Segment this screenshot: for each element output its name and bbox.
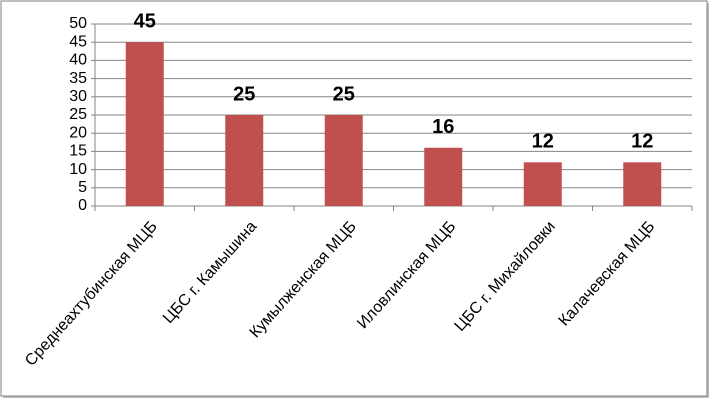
- data-label: 16: [432, 116, 454, 138]
- data-label: 25: [333, 83, 355, 105]
- y-tick-label: 10: [69, 161, 87, 178]
- y-tick-label: 0: [78, 197, 87, 214]
- data-label: 25: [233, 83, 255, 105]
- y-tick-label: 50: [69, 15, 87, 32]
- bar: [324, 115, 363, 206]
- y-tick-label: 30: [69, 88, 87, 105]
- y-tick-label: 20: [69, 124, 87, 141]
- bar: [424, 147, 463, 206]
- data-label: 12: [532, 131, 554, 153]
- y-tick-label: 5: [78, 179, 87, 196]
- y-tick-label: 25: [69, 106, 87, 123]
- y-tick-label: 45: [69, 33, 87, 50]
- y-tick-label: 35: [69, 70, 87, 87]
- y-tick-label: 15: [69, 143, 87, 160]
- bar: [623, 162, 662, 206]
- data-label: 12: [631, 131, 653, 153]
- bar: [225, 115, 264, 206]
- data-label: 45: [134, 10, 156, 32]
- bar: [523, 162, 562, 206]
- y-tick-label: 40: [69, 52, 87, 69]
- bar: [125, 42, 164, 207]
